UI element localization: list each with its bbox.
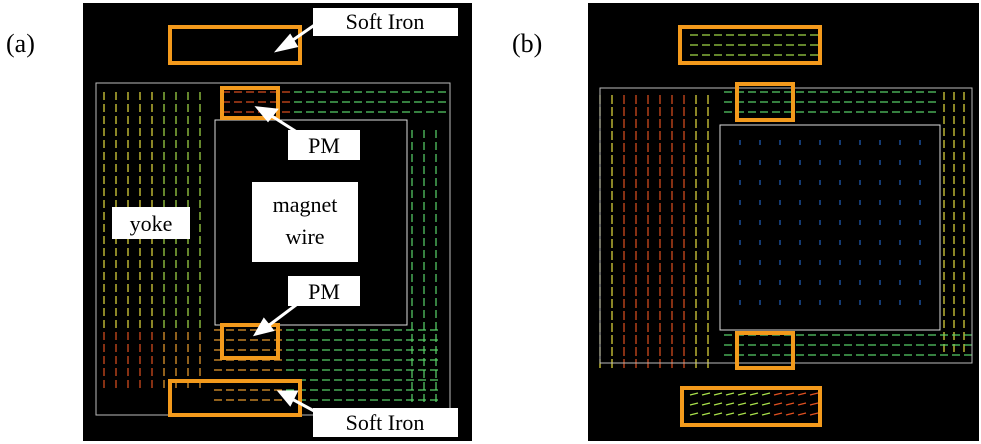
annotation: PM <box>308 279 340 304</box>
annotation: Soft Iron <box>346 9 425 34</box>
panel-b <box>588 3 979 441</box>
panel-label: (a) <box>6 29 35 58</box>
panel-a: Soft Iron PM yoke magnet wire PM Soft Ir… <box>83 3 472 441</box>
annotation: wire <box>285 224 324 249</box>
annotation: Soft Iron <box>346 410 425 435</box>
figure: (a) (b) Soft Iron PM yoke magnet wire <box>0 0 981 444</box>
annotation: magnet <box>273 192 338 217</box>
annotation: PM <box>308 133 340 158</box>
annotation: yoke <box>130 211 173 236</box>
panel-label: (b) <box>512 29 542 58</box>
